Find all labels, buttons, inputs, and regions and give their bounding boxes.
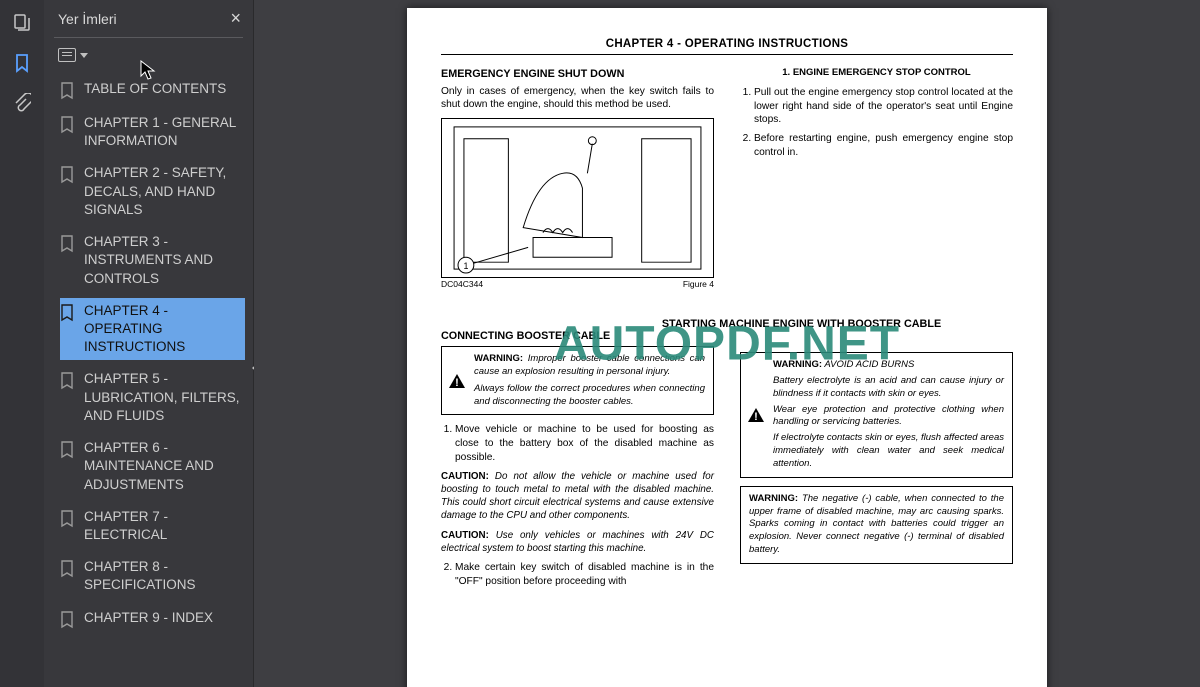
- close-icon[interactable]: ×: [230, 8, 241, 29]
- warning-text-c: If electrolyte contacts skin or eyes, fl…: [773, 432, 1004, 470]
- warning-booster: ! WARNING: Improper booster cable connec…: [441, 346, 714, 415]
- right-column: 1. ENGINE EMERGENCY STOP CONTROL Pull ou…: [740, 67, 1013, 594]
- bookmark-list: TABLE OF CONTENTS CHAPTER 1 - GENERAL INF…: [44, 70, 253, 633]
- thumbnails-icon[interactable]: [11, 12, 33, 34]
- bookmark-label: CHAPTER 3 - INSTRUMENTS AND CONTROLS: [84, 233, 241, 288]
- list-item: Pull out the engine emergency stop contr…: [754, 86, 1013, 127]
- bookmarks-sidebar: Yer İmleri × TABLE OF CONTENTS CHAPTER 1 …: [44, 0, 254, 687]
- bookmark-item[interactable]: CHAPTER 3 - INSTRUMENTS AND CONTROLS: [60, 229, 245, 292]
- bookmark-item[interactable]: CHAPTER 8 - SPECIFICATIONS: [60, 554, 245, 598]
- bookmark-label: CHAPTER 5 - LUBRICATION, FILTERS, AND FL…: [84, 370, 241, 425]
- bookmark-label: CHAPTER 7 - ELECTRICAL: [84, 508, 241, 544]
- caution-2: CAUTION: Use only vehicles or machines w…: [441, 529, 714, 555]
- caution-label: CAUTION:: [441, 530, 489, 541]
- bookmark-item[interactable]: CHAPTER 2 - SAFETY, DECALS, AND HAND SIG…: [60, 160, 245, 223]
- bookmark-item[interactable]: CHAPTER 6 - MAINTENANCE AND ADJUSTMENTS: [60, 435, 245, 498]
- figure-box: 1: [441, 118, 714, 278]
- bookmark-label: CHAPTER 9 - INDEX: [84, 609, 213, 627]
- bookmark-label: CHAPTER 8 - SPECIFICATIONS: [84, 558, 241, 594]
- steps-list-left: Move vehicle or machine to be used for b…: [441, 423, 714, 464]
- bookmark-label: TABLE OF CONTENTS: [84, 80, 226, 98]
- bookmark-ribbon-icon: [60, 510, 74, 528]
- steps-list-left-2: Make certain key switch of disabled mach…: [441, 561, 714, 589]
- sidebar-header: Yer İmleri ×: [44, 0, 253, 37]
- heading-booster-cable: STARTING MACHINE ENGINE WITH BOOSTER CAB…: [590, 317, 1013, 332]
- caution-1: CAUTION: Do not allow the vehicle or mac…: [441, 470, 714, 523]
- bookmark-item[interactable]: TABLE OF CONTENTS: [60, 76, 245, 104]
- bookmark-label: CHAPTER 4 - OPERATING INSTRUCTIONS: [84, 302, 241, 357]
- bookmark-item[interactable]: CHAPTER 4 - OPERATING INSTRUCTIONS: [60, 298, 245, 361]
- document-page: CHAPTER 4 - OPERATING INSTRUCTIONS EMERG…: [407, 8, 1047, 687]
- chapter-header: CHAPTER 4 - OPERATING INSTRUCTIONS: [441, 38, 1013, 55]
- svg-text:1: 1: [463, 261, 468, 271]
- bookmarks-icon[interactable]: [11, 52, 33, 74]
- bookmark-ribbon-icon: [60, 560, 74, 578]
- warning-triangle-icon: !: [747, 407, 765, 423]
- list-item: Before restarting engine, push emergency…: [754, 132, 1013, 160]
- steps-list-right: Pull out the engine emergency stop contr…: [740, 86, 1013, 160]
- chevron-down-icon[interactable]: [80, 53, 88, 58]
- figure-label: Figure 4: [683, 279, 714, 290]
- warning-title: AVOID ACID BURNS: [824, 359, 914, 370]
- warning-triangle-icon: !: [448, 373, 466, 389]
- figure-caption: DC04C344 Figure 4: [441, 279, 714, 290]
- warning-acid: ! WARNING: AVOID ACID BURNS Battery elec…: [740, 352, 1013, 478]
- sidebar-title: Yer İmleri: [58, 11, 117, 27]
- bookmark-item[interactable]: CHAPTER 9 - INDEX: [60, 605, 245, 633]
- warning-label: WARNING:: [773, 359, 822, 370]
- warning-negative-cable: WARNING: The negative (-) cable, when co…: [740, 486, 1013, 564]
- bookmark-item[interactable]: CHAPTER 7 - ELECTRICAL: [60, 504, 245, 548]
- bookmark-options-icon[interactable]: [58, 48, 76, 62]
- bookmark-ribbon-icon: [60, 116, 74, 134]
- warning-text-b: Wear eye protection and protective cloth…: [773, 404, 1004, 430]
- bookmark-item[interactable]: CHAPTER 5 - LUBRICATION, FILTERS, AND FL…: [60, 366, 245, 429]
- figure-code: DC04C344: [441, 279, 483, 290]
- svg-text:!: !: [455, 377, 459, 389]
- warning-text-a: Battery electrolyte is an acid and can c…: [773, 375, 1004, 401]
- list-item: Move vehicle or machine to be used for b…: [455, 423, 714, 464]
- bookmark-label: CHAPTER 2 - SAFETY, DECALS, AND HAND SIG…: [84, 164, 241, 219]
- bookmark-label: CHAPTER 6 - MAINTENANCE AND ADJUSTMENTS: [84, 439, 241, 494]
- bookmark-ribbon-icon: [60, 235, 74, 253]
- warning-label: WARNING:: [749, 493, 798, 504]
- sidebar-toolbar: [44, 44, 253, 70]
- svg-text:!: !: [754, 411, 758, 423]
- icon-rail: [0, 0, 44, 687]
- bookmark-ribbon-icon: [60, 166, 74, 184]
- list-item: Make certain key switch of disabled mach…: [455, 561, 714, 589]
- bookmark-ribbon-icon: [60, 82, 74, 100]
- heading-emergency-shutdown: EMERGENCY ENGINE SHUT DOWN: [441, 67, 714, 82]
- subheading-stop-control: 1. ENGINE EMERGENCY STOP CONTROL: [740, 67, 1013, 80]
- bookmark-label: CHAPTER 1 - GENERAL INFORMATION: [84, 114, 241, 150]
- bookmark-ribbon-icon: [60, 611, 74, 629]
- para-shutdown-intro: Only in cases of emergency, when the key…: [441, 85, 714, 113]
- bookmark-item[interactable]: CHAPTER 1 - GENERAL INFORMATION: [60, 110, 245, 154]
- caution-label: CAUTION:: [441, 471, 489, 482]
- bookmark-ribbon-icon: [60, 304, 74, 322]
- sidebar-divider: [54, 37, 243, 38]
- bookmark-ribbon-icon: [60, 441, 74, 459]
- document-viewer: CHAPTER 4 - OPERATING INSTRUCTIONS EMERG…: [254, 0, 1200, 687]
- warning-label: WARNING:: [474, 353, 523, 364]
- cab-illustration: 1: [442, 119, 713, 277]
- warning-text-b: Always follow the correct procedures whe…: [474, 383, 705, 409]
- attachments-icon[interactable]: [11, 92, 33, 114]
- bookmark-ribbon-icon: [60, 372, 74, 390]
